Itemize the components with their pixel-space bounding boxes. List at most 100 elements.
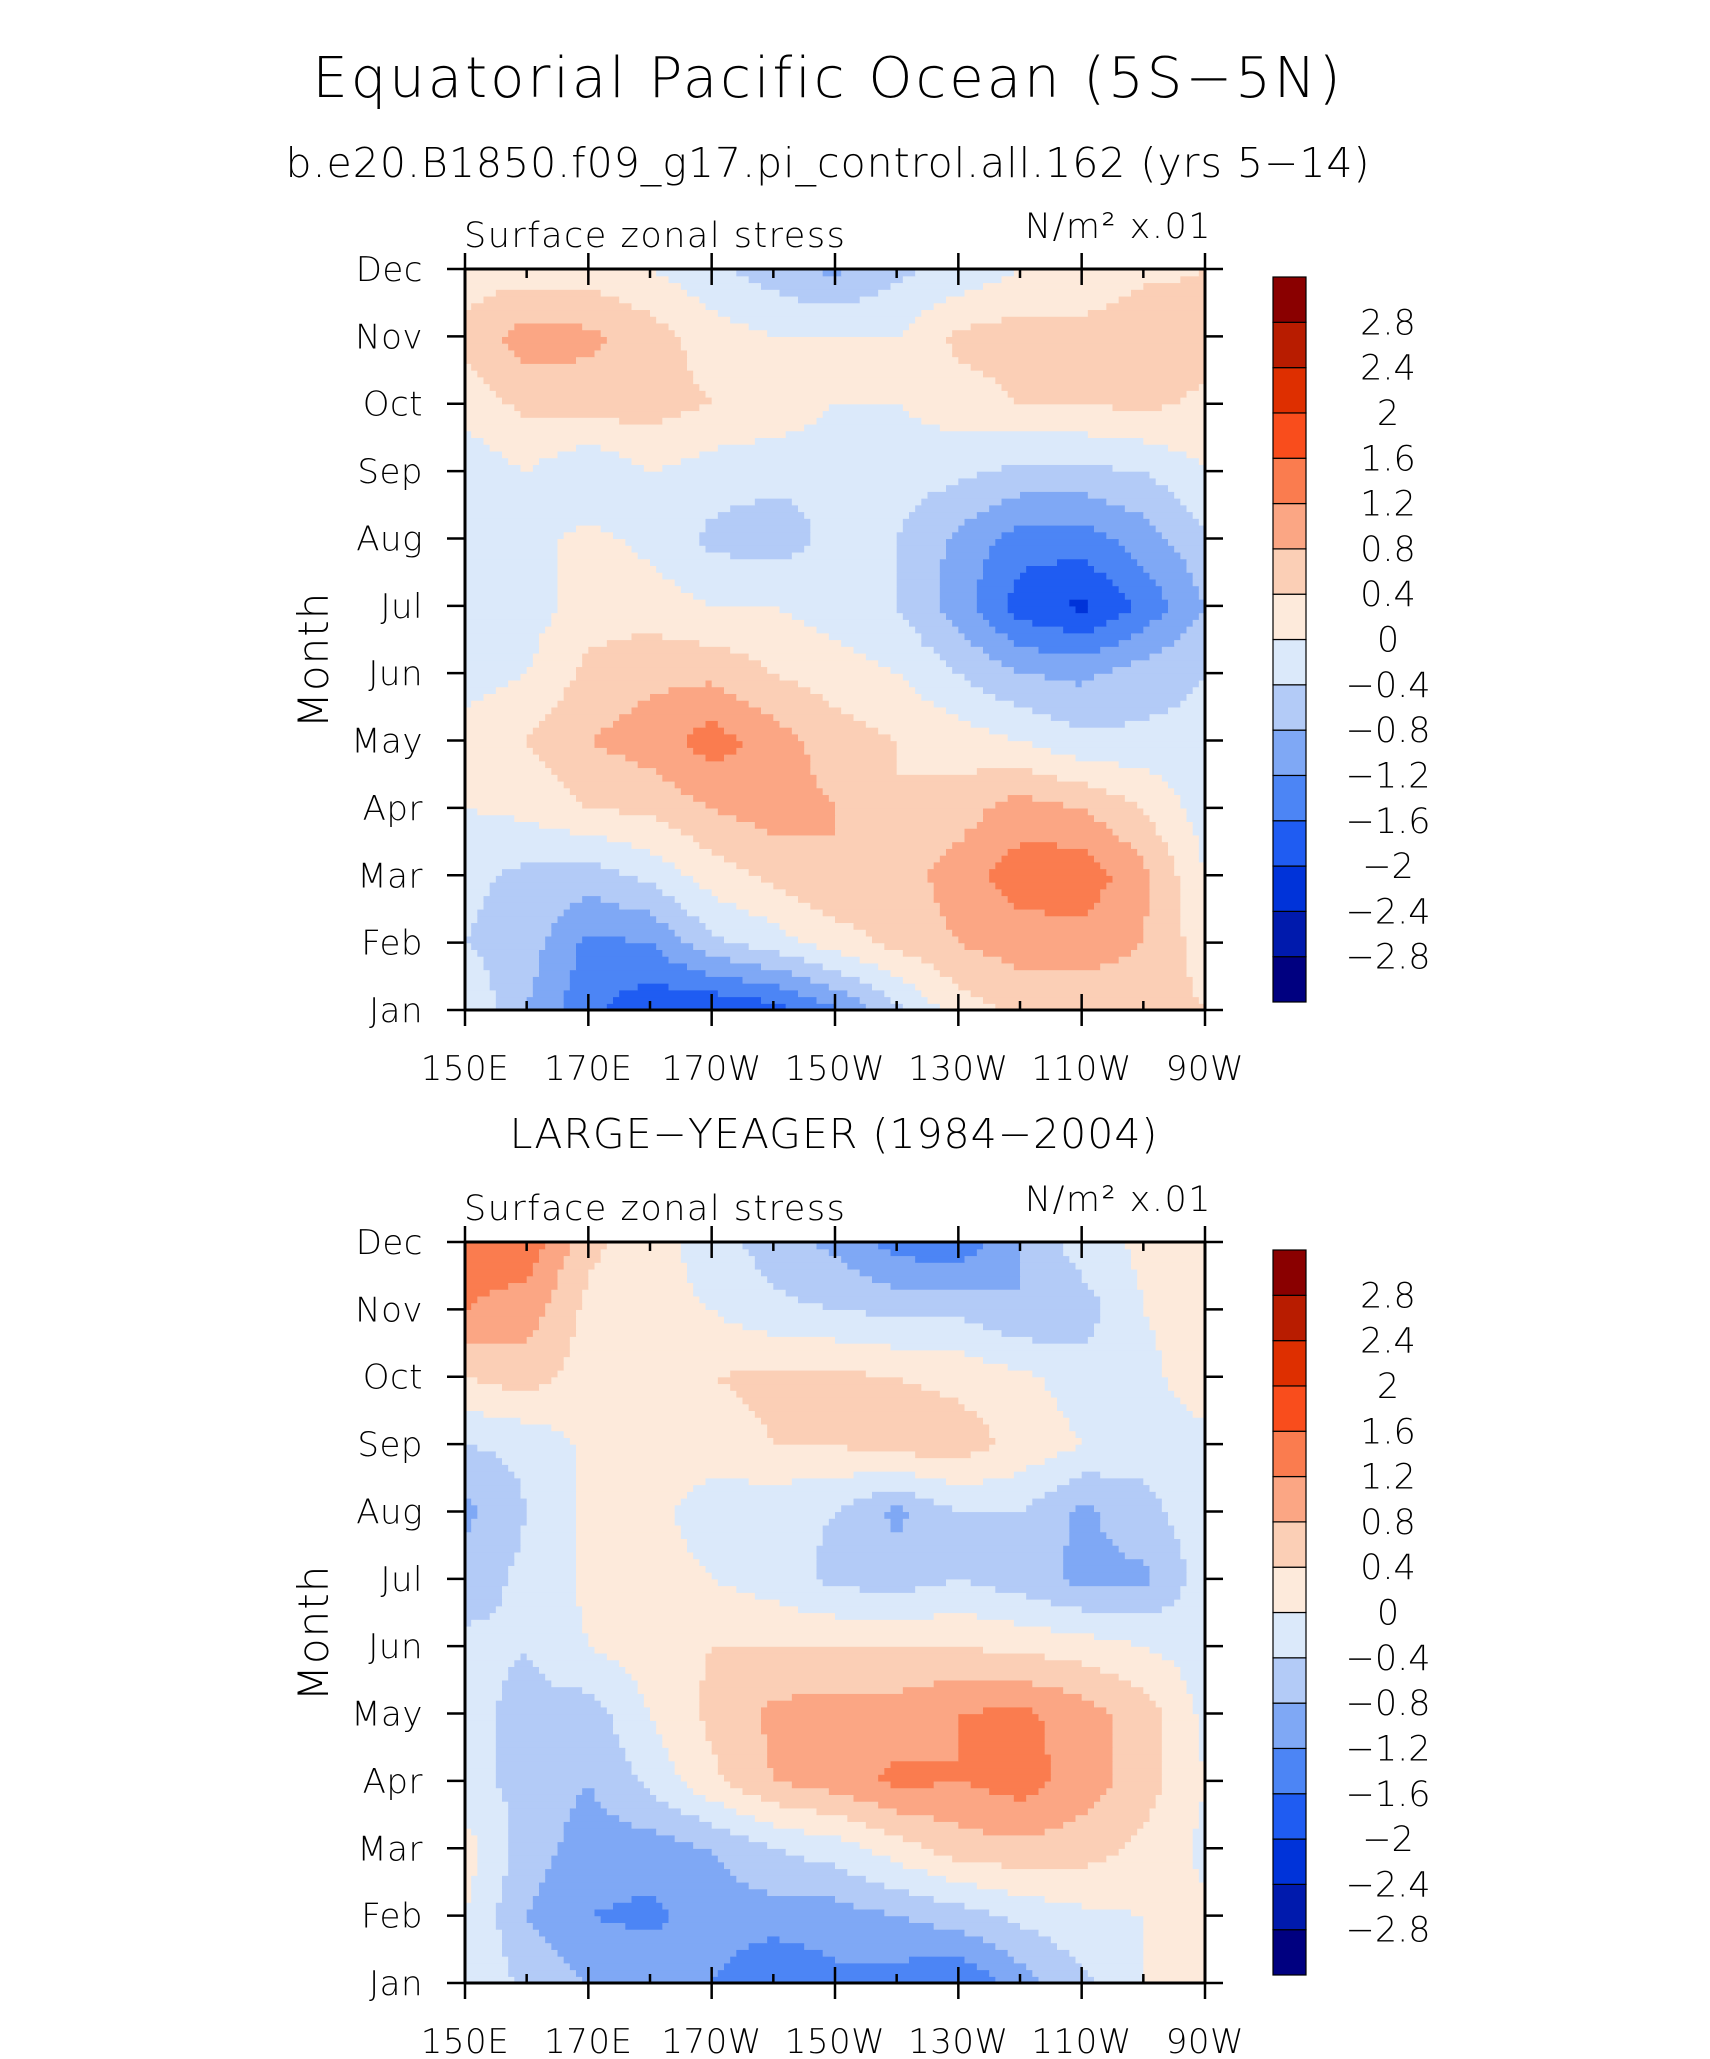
contour-cell <box>1161 592 1200 600</box>
contour-cell <box>841 269 916 277</box>
contour-cell <box>471 430 787 439</box>
contour-cell <box>705 1302 824 1310</box>
contour-cell <box>1118 1673 1181 1681</box>
contour-cell <box>1143 1915 1205 1923</box>
contour-cell <box>465 848 651 856</box>
contour-cell <box>619 807 719 816</box>
contour-cell <box>1198 1875 1205 1883</box>
contour-cell <box>465 1511 478 1519</box>
contour-cell <box>600 1248 682 1257</box>
contour-cell <box>742 1322 984 1331</box>
contour-cell <box>1081 1962 1144 1971</box>
contour-cell <box>465 329 509 337</box>
y-tick-label: Apr <box>363 1762 423 1802</box>
contour-cell <box>1007 632 1132 641</box>
contour-cell <box>933 1679 1033 1688</box>
contour-cell <box>1063 801 1138 809</box>
contour-cell <box>465 693 485 701</box>
contour-cell <box>1180 902 1205 910</box>
colorbar-box <box>1272 729 1307 777</box>
contour-cell <box>1131 1679 1188 1688</box>
contour-cell <box>680 1807 737 1816</box>
contour-cell <box>1174 545 1205 553</box>
contour-cell <box>822 269 842 277</box>
contour-cell <box>495 1760 633 1769</box>
contour-cell <box>502 1383 540 1391</box>
contour-cell <box>995 1942 1058 1950</box>
contour-cell <box>631 545 707 553</box>
contour-cell <box>1069 1538 1114 1546</box>
contour-cell <box>983 1828 1046 1836</box>
colorbar-label: −0.4 <box>1346 1639 1431 1679</box>
contour-cell <box>835 1612 935 1620</box>
contour-cell <box>773 1437 996 1445</box>
contour-cell <box>952 929 1144 937</box>
contour-cell <box>1143 1686 1188 1694</box>
contour-cell <box>465 1828 472 1836</box>
contour-cell <box>576 1464 1027 1472</box>
contour-cell <box>705 1727 762 1735</box>
contour-cell <box>557 1949 737 1957</box>
contour-cell <box>773 882 935 890</box>
contour-cell <box>1069 1531 1107 1539</box>
contour-cell <box>557 774 663 782</box>
contour-cell <box>526 1511 577 1519</box>
contour-cell <box>761 1727 959 1735</box>
contour-cell <box>687 349 953 358</box>
contour-cell <box>606 1003 787 1010</box>
contour-cell <box>804 740 898 748</box>
contour-cell <box>563 1363 1009 1371</box>
contour-cell <box>1168 1383 1205 1391</box>
contour-cell <box>465 1524 472 1533</box>
contour-cell <box>582 1289 694 1297</box>
contour-cell <box>576 1545 688 1553</box>
contour-cell <box>761 1417 984 1425</box>
contour-cell <box>976 592 1009 600</box>
contour-cell <box>761 1268 861 1277</box>
contour-cell <box>724 686 811 694</box>
contour-cell <box>631 1673 707 1681</box>
contour-cell <box>465 444 491 452</box>
contour-cell <box>1081 1902 1205 1910</box>
contour-cell <box>465 1578 509 1587</box>
contour-cell <box>761 282 892 290</box>
contour-cell <box>1106 1706 1163 1715</box>
contour-cell <box>1001 316 1205 324</box>
contour-cell <box>539 1316 577 1324</box>
colorbar-box <box>1272 1566 1307 1614</box>
contour-cell <box>576 1969 719 1977</box>
panel-title: b.e20.B1850.f09_g17.pi_control.all.162 (… <box>285 139 1370 187</box>
contour-cell <box>1155 477 1205 486</box>
contour-cell <box>1137 1268 1205 1277</box>
contour-cell <box>526 1497 577 1506</box>
contour-cell <box>465 498 756 506</box>
contour-cell <box>699 450 1188 459</box>
contour-cell <box>631 841 700 849</box>
contour-cell <box>631 632 663 641</box>
contour-cell <box>872 1491 916 1499</box>
contour-cell <box>1069 1417 1205 1425</box>
contour-cell <box>576 1518 676 1526</box>
colorbar-label: 0 <box>1377 621 1399 661</box>
contour-cell <box>465 1962 509 1971</box>
contour-cell <box>1044 1720 1114 1728</box>
contour-cell <box>785 1848 873 1856</box>
contour-cell <box>489 969 540 977</box>
contour-cell <box>495 1706 608 1715</box>
contour-cell <box>748 322 910 331</box>
contour-cell <box>939 902 1015 910</box>
contour-cell <box>1155 1801 1200 1809</box>
contour-cell <box>532 983 571 991</box>
contour-cell <box>477 908 565 917</box>
contour-cell <box>656 269 737 277</box>
contour-cell <box>1192 821 1205 829</box>
contour-cell <box>958 1753 1052 1762</box>
contour-cell <box>1063 1248 1132 1257</box>
contour-cell <box>693 1551 818 1560</box>
contour-cell <box>1001 1329 1095 1337</box>
contour-cell <box>1180 929 1205 937</box>
contour-cell <box>594 1908 670 1917</box>
contour-cell <box>502 1875 546 1883</box>
colorbar-box <box>1272 502 1307 550</box>
contour-cell <box>1198 1733 1205 1742</box>
